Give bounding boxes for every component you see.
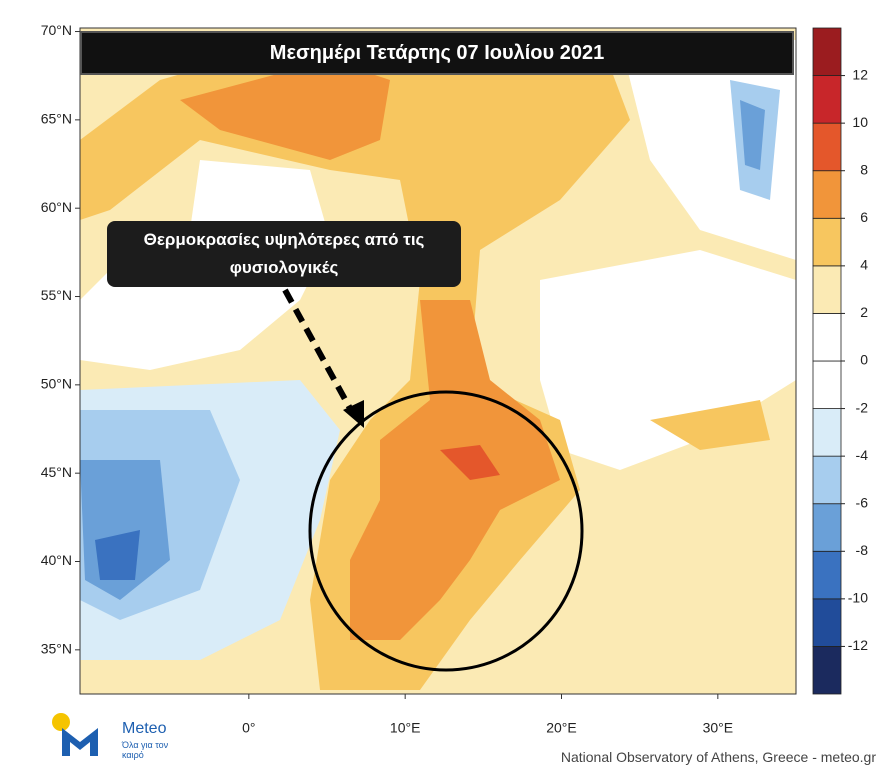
colorbar-bin [812,313,842,362]
colorbar-label: 0 [860,352,868,368]
arrow-shaft [282,288,355,414]
lat-label: 45°N [41,464,72,480]
colorbar-bin [812,455,842,505]
colorbar-label: 2 [860,304,868,320]
highlight-circle [308,390,584,672]
lat-label: 40°N [41,552,72,568]
logo-tagline: Όλα για τον καιρό [122,740,169,760]
colorbar-label: -6 [856,494,869,510]
lon-label: 30°E [703,720,734,736]
colorbar-label: -8 [856,542,869,558]
lon-label: 0° [242,720,255,736]
logo-name: Meteo [122,720,167,737]
lat-label: 65°N [41,111,72,127]
colorbar-bin [812,265,842,314]
colorbar-label: 8 [860,161,868,177]
colorbar-bin [812,646,842,695]
annotation: Θερμοκρασίες υψηλότερες από τις φυσιολογ… [107,221,461,287]
colorbar-bin [812,550,842,600]
lat-label: 60°N [41,199,72,215]
colorbar-bin [812,503,842,552]
lat-label: 50°N [41,376,72,392]
colorbar-bin [812,122,842,172]
arrow-head [343,400,364,428]
title: Μεσημέρι Τετάρτης 07 Ιουλίου 2021 [80,31,794,75]
lat-label: 70°N [41,22,72,38]
lon-label: 10°E [390,720,421,736]
colorbar-label: -10 [848,590,868,606]
colorbar-label: 12 [852,66,868,82]
colorbar-bin [812,598,842,647]
colorbar-label: -2 [856,399,869,415]
colorbar-label: 4 [860,257,868,273]
lat-label: 55°N [41,287,72,303]
colorbar-bin [812,27,842,76]
colorbar-label: 6 [860,209,868,225]
footer: National Observatory of Athens, Greece -… [560,749,876,765]
colorbar-bin [812,217,842,267]
map-frame [79,27,797,695]
colorbar-bin [812,408,842,457]
anomaly-field [80,28,796,694]
lon-label: 20°E [546,720,577,736]
colorbar-label: -4 [856,447,869,463]
logo: Meteo Όλα για τον καιρό [50,712,190,768]
logo-mark [52,713,98,756]
colorbar-label: -12 [848,637,868,653]
lat-label: 35°N [41,641,72,657]
colorbar-bin [812,75,842,124]
colorbar-bin [812,360,842,409]
colorbar-bin [812,170,842,219]
colorbar-label: 10 [852,114,868,130]
